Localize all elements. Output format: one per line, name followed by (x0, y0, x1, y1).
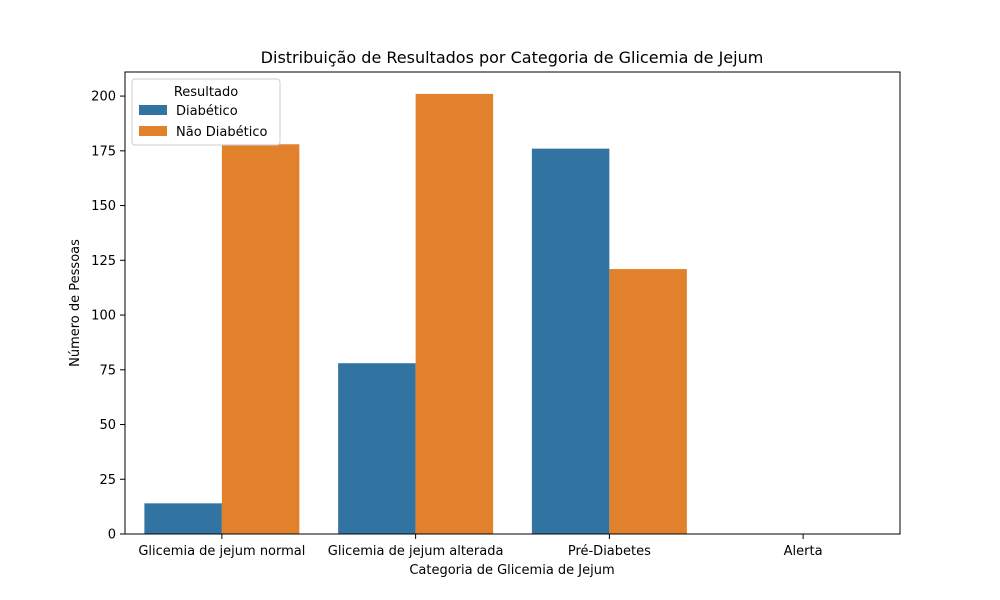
chart-title: Distribuição de Resultados por Categoria… (261, 48, 764, 67)
bar (221, 144, 300, 534)
bar (144, 503, 222, 534)
y-tick-label: 100 (91, 309, 116, 324)
legend-swatch (139, 105, 167, 115)
bar (531, 148, 610, 534)
y-axis: 0 25 50 75 100 125 150 175 200 (91, 90, 125, 543)
x-tick-label: Glicemia de jejum normal (138, 544, 305, 559)
axes-frame (124, 71, 901, 535)
legend-title: Resultado (174, 85, 238, 100)
x-tick-label: Glicemia de jejum alterada (328, 544, 504, 559)
plot-area (144, 93, 687, 534)
x-axis-label: Categoria de Glicemia de Jejum (409, 563, 614, 578)
legend-label: Diabético (176, 104, 238, 119)
x-axis: Glicemia de jejum normal Glicemia de jeju… (138, 534, 823, 559)
y-tick-label: 75 (99, 363, 116, 378)
y-tick-label: 150 (91, 199, 116, 214)
y-axis-label: Número de Pessoas (68, 239, 83, 367)
legend-box (131, 78, 281, 146)
x-tick-label: Pré-Diabetes (568, 544, 651, 559)
bar (415, 93, 494, 534)
legend-label: Não Diabético (176, 125, 267, 140)
legend-swatch (139, 126, 167, 136)
bar (338, 363, 416, 534)
x-tick-label: Alerta (784, 544, 823, 559)
y-tick-label: 25 (99, 473, 116, 488)
y-tick-label: 125 (91, 254, 116, 269)
y-tick-label: 200 (91, 90, 116, 105)
y-tick-label: 50 (99, 418, 116, 433)
y-tick-label: 0 (108, 528, 116, 543)
y-tick-label: 175 (91, 144, 116, 159)
legend: Resultado Diabético Não Diabético (131, 78, 281, 146)
bar (609, 269, 687, 534)
